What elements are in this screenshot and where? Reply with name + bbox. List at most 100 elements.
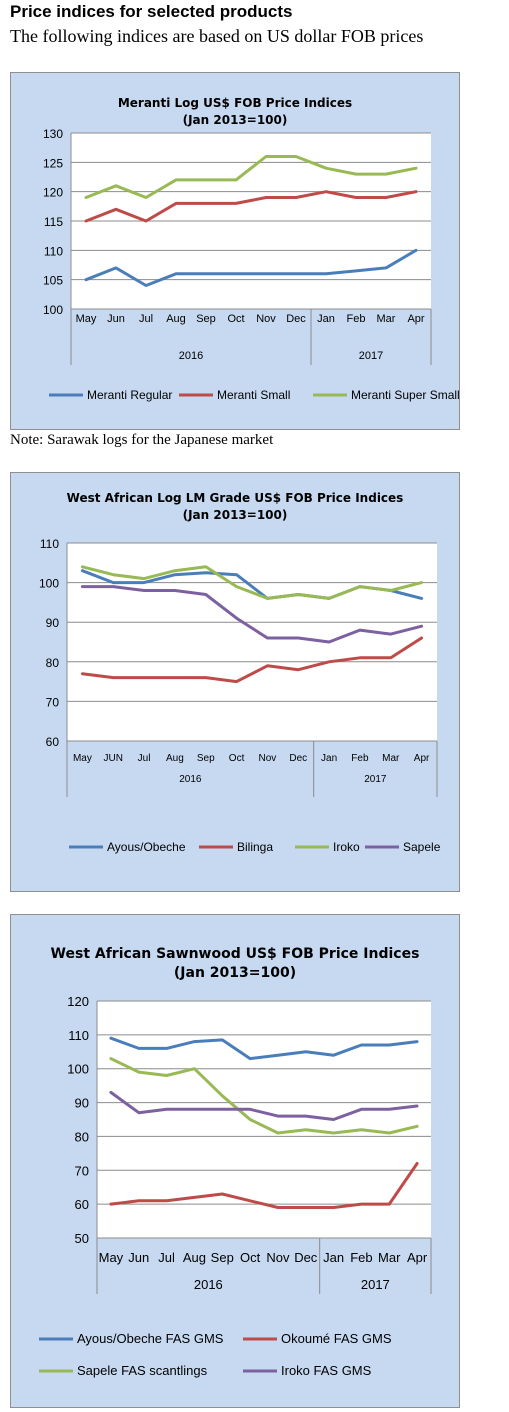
year-group-label: 2017 — [361, 1277, 390, 1292]
series-line — [80, 585, 424, 644]
y-tick-label: 70 — [46, 695, 60, 709]
legend-label: Meranti Small — [217, 388, 290, 402]
y-tick-label: 80 — [75, 1129, 89, 1144]
plot-area — [67, 543, 437, 741]
chart-title: West African Log LM Grade US$ FOB Price … — [11, 490, 459, 524]
legend-label: Iroko FAS GMS — [281, 1363, 372, 1378]
x-tick-label: Jul — [138, 753, 151, 764]
x-tick-label: JUN — [104, 753, 123, 764]
chart-title-sub: (Jan 2013=100) — [182, 113, 288, 127]
legend-label: Meranti Super Small — [351, 388, 459, 402]
x-tick-label: Aug — [183, 1250, 206, 1265]
legend-label: Ayous/Obeche — [107, 840, 186, 854]
series-line — [84, 155, 418, 199]
y-tick-label: 90 — [46, 616, 60, 630]
y-tick-label: 70 — [75, 1163, 89, 1178]
x-tick-label: Dec — [289, 753, 307, 764]
x-tick-label: May — [99, 1250, 124, 1265]
chart-title-main: West African Log LM Grade US$ FOB Price … — [66, 491, 404, 505]
x-tick-label: Mar — [378, 1250, 401, 1265]
x-tick-label: Apr — [414, 753, 430, 764]
chart-title: West African Sawnwood US$ FOB Price Indi… — [11, 945, 459, 983]
legend-label: Sapele FAS scantlings — [77, 1363, 208, 1378]
page-subheading: The following indices are based on US do… — [10, 26, 424, 46]
x-tick-label: Feb — [350, 1250, 372, 1265]
x-tick-label: Dec — [286, 313, 306, 325]
series-line — [84, 190, 418, 223]
legend-label: Meranti Regular — [87, 388, 172, 402]
legend-label: Iroko — [333, 840, 360, 854]
x-tick-label: Aug — [166, 313, 186, 325]
west-african-log-chart: 60 70 80 90 100 110 May JUN Jul Aug Sep Oct Nov Dec Ja… — [10, 472, 460, 892]
series-line — [80, 636, 424, 684]
chart-title-sub: (Jan 2013=100) — [182, 508, 288, 522]
x-tick-label: Mar — [382, 753, 400, 764]
year-group-label: 2017 — [359, 350, 383, 362]
year-group-label: 2016 — [194, 1277, 223, 1292]
x-tick-label: Jun — [128, 1250, 149, 1265]
x-tick-label: Sep — [211, 1250, 234, 1265]
series-line — [84, 248, 418, 287]
x-tick-label: Oct — [240, 1250, 261, 1265]
series-line — [80, 565, 424, 600]
series-line — [109, 1162, 419, 1209]
x-tick-label: Jan — [317, 313, 335, 325]
chart-title-main: West African Sawnwood US$ FOB Price Indi… — [50, 946, 420, 962]
x-tick-label: Feb — [347, 313, 366, 325]
x-tick-label: Oct — [227, 313, 244, 325]
y-tick-label: 110 — [68, 1028, 89, 1043]
x-tick-label: Jun — [107, 313, 125, 325]
y-tick-label: 110 — [44, 244, 63, 258]
x-tick-label: Jan — [321, 753, 337, 764]
chart-svg: 100 105 110 115 120 125 130 May Jun Jul Aug Sep Oct N… — [43, 127, 459, 402]
y-tick-label: 60 — [46, 735, 60, 749]
x-tick-label: Sep — [196, 313, 216, 325]
x-tick-label: Jul — [158, 1250, 175, 1265]
x-tick-label: May — [76, 313, 97, 325]
x-tick-label: Sep — [197, 753, 215, 764]
legend-label: Okoumé FAS GMS — [281, 1331, 392, 1346]
y-tick-label: 115 — [44, 215, 63, 229]
legend-label: Bilinga — [237, 840, 273, 854]
x-tick-label: Oct — [229, 753, 245, 764]
y-tick-label: 120 — [67, 994, 89, 1009]
y-tick-label: 60 — [75, 1197, 89, 1212]
y-tick-label: 90 — [75, 1096, 89, 1111]
y-tick-label: 100 — [39, 577, 59, 591]
x-tick-label: Apr — [407, 1250, 428, 1265]
year-group-label: 2017 — [364, 774, 387, 785]
y-tick-label: 80 — [46, 656, 60, 670]
year-group-label: 2016 — [179, 350, 203, 362]
x-tick-label: Jul — [139, 313, 153, 325]
y-tick-label: 125 — [43, 156, 63, 170]
y-tick-label: 105 — [43, 274, 63, 288]
x-tick-label: May — [73, 753, 92, 764]
x-tick-label: Aug — [166, 753, 184, 764]
chart-title-main: Meranti Log US$ FOB Price Indices — [117, 96, 353, 110]
x-tick-label: Nov — [256, 313, 276, 325]
y-tick-label: 50 — [75, 1231, 89, 1246]
x-tick-label: Jan — [323, 1250, 344, 1265]
chart-note: Note: Sarawak logs for the Japanese mark… — [10, 432, 274, 448]
series-line — [109, 1036, 419, 1061]
x-tick-label: Apr — [407, 313, 424, 325]
chart-svg: 50 60 70 80 90 100 110 120 May Jun Jul Aug Sep Oct Nov… — [39, 994, 432, 1378]
x-tick-label: Mar — [377, 313, 396, 325]
legend-label: Sapele — [403, 840, 441, 854]
plot-area — [97, 1001, 431, 1238]
chart-title-sub: (Jan 2013=100) — [173, 965, 297, 981]
chart-svg: 60 70 80 90 100 110 May JUN Jul Aug Sep Oct Nov Dec Ja… — [39, 537, 441, 854]
y-tick-label: 110 — [40, 537, 59, 551]
year-group-label: 2016 — [179, 774, 202, 785]
x-tick-label: Dec — [294, 1250, 318, 1265]
meranti-log-chart: 100 105 110 115 120 125 130 May Jun Jul Aug Sep Oct N… — [10, 72, 460, 430]
chart-title: Meranti Log US$ FOB Price Indices (Jan 2… — [11, 95, 459, 129]
west-african-sawnwood-chart: 50 60 70 80 90 100 110 120 May Jun Jul Aug Sep Oct Nov… — [10, 914, 460, 1408]
page-heading: Price indices for selected products — [10, 2, 293, 21]
y-tick-label: 100 — [67, 1062, 89, 1077]
series-line — [109, 1090, 419, 1121]
y-tick-label: 120 — [43, 186, 63, 200]
x-tick-label: Nov — [259, 753, 277, 764]
series-line — [109, 1057, 419, 1135]
legend-label: Ayous/Obeche FAS GMS — [77, 1331, 224, 1346]
